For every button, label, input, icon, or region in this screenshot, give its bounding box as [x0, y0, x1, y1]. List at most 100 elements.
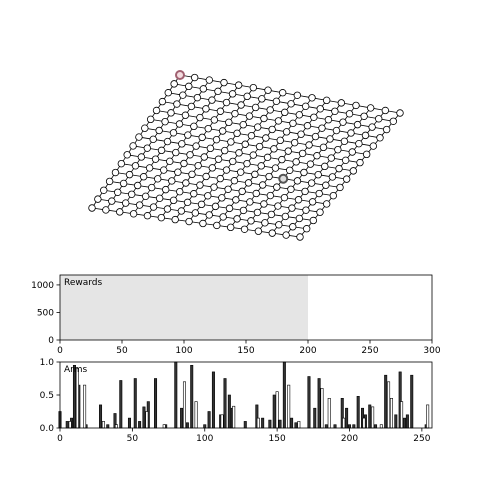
bar [99, 404, 103, 429]
node [271, 164, 280, 172]
node [218, 127, 227, 135]
node [154, 175, 162, 183]
bar [223, 378, 227, 429]
node [275, 221, 283, 229]
bar [180, 407, 184, 429]
node [105, 177, 114, 186]
node [183, 198, 192, 207]
node [261, 219, 269, 227]
node [141, 124, 149, 132]
node [216, 107, 225, 115]
node [254, 227, 263, 235]
node [282, 231, 290, 239]
node [302, 206, 310, 214]
bar [275, 391, 279, 429]
node [200, 153, 208, 161]
node [234, 81, 243, 89]
node [190, 122, 198, 131]
node [322, 181, 330, 189]
node [315, 189, 323, 198]
bar [101, 421, 105, 429]
node [141, 192, 150, 201]
node [318, 124, 326, 132]
node [289, 119, 297, 128]
bar [400, 401, 404, 429]
bar [114, 424, 118, 429]
node [231, 109, 239, 118]
x-tick-label: 250 [361, 346, 378, 356]
bar [256, 417, 260, 429]
node [266, 106, 274, 114]
bar [362, 417, 366, 429]
panel-label: Arms [64, 365, 87, 375]
bar [394, 414, 398, 429]
node [321, 162, 329, 171]
node [314, 171, 322, 179]
node [247, 131, 256, 140]
bar [261, 417, 265, 429]
node [219, 213, 227, 221]
node [133, 181, 142, 190]
node [245, 112, 254, 120]
node [131, 162, 140, 170]
bar [119, 380, 123, 429]
node [191, 209, 200, 217]
node [251, 170, 259, 179]
node [264, 86, 272, 94]
node [213, 221, 221, 230]
node [270, 145, 278, 153]
bar [243, 421, 247, 429]
node [129, 142, 137, 150]
bar [203, 424, 207, 429]
node [348, 148, 356, 156]
node [382, 125, 391, 134]
node [284, 147, 292, 155]
node [193, 93, 202, 102]
node [111, 168, 120, 177]
bar [387, 381, 391, 429]
bar [379, 424, 383, 429]
node [249, 151, 257, 159]
bar [368, 404, 372, 429]
node [368, 123, 376, 131]
node [281, 212, 290, 221]
node [190, 73, 199, 82]
bar [352, 424, 356, 429]
node [237, 101, 245, 109]
node [298, 149, 307, 158]
node [174, 168, 182, 176]
node [147, 183, 156, 192]
bar [190, 364, 194, 429]
node [161, 117, 169, 126]
node [197, 200, 206, 209]
grid-graph [88, 70, 404, 241]
node [137, 153, 146, 161]
x-tick-label: 300 [423, 346, 440, 356]
bar [345, 407, 349, 429]
node [322, 96, 331, 105]
node [145, 164, 154, 172]
node [282, 128, 291, 136]
node [352, 101, 360, 110]
bar [232, 405, 236, 429]
node [182, 179, 190, 187]
x-tick-label: 150 [237, 346, 254, 356]
node [293, 91, 302, 99]
node [376, 134, 384, 142]
bar [142, 406, 146, 429]
x-tick-label: 50 [116, 346, 128, 356]
bar [185, 422, 189, 429]
node [295, 214, 304, 223]
bar [374, 424, 378, 429]
bar [272, 394, 276, 429]
node [227, 138, 235, 146]
node [260, 200, 268, 208]
node [263, 153, 272, 162]
x-tick-label: 0 [57, 434, 63, 444]
bar [145, 411, 149, 429]
node [173, 100, 181, 108]
node [240, 225, 249, 233]
node [254, 123, 262, 131]
y-tick-label: 0.5 [40, 391, 54, 401]
